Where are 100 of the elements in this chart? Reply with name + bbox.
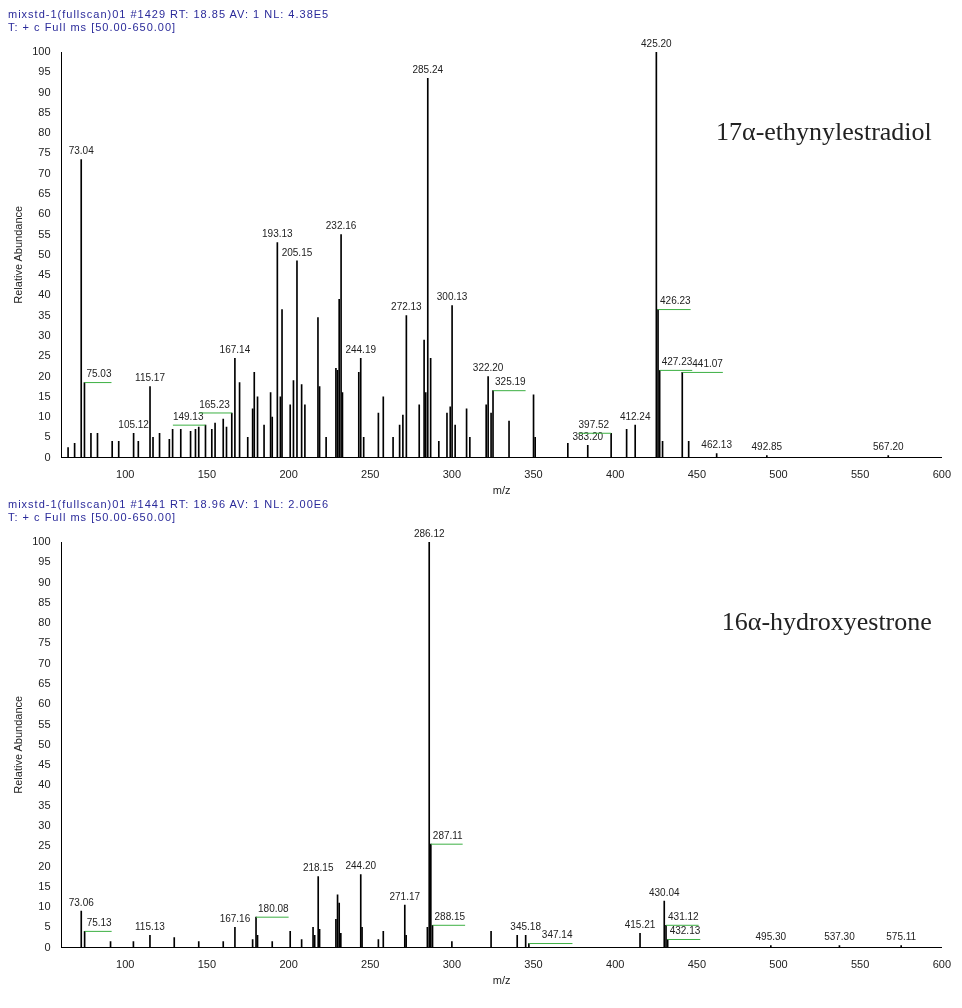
x-axis-title: m/z	[492, 484, 511, 497]
y-tick-label: 75	[38, 636, 51, 649]
x-tick-label: 450	[687, 958, 707, 971]
annotation: 537.30	[824, 931, 856, 943]
y-tick-label: 5	[44, 920, 51, 933]
annotation: 441.07	[692, 358, 724, 370]
y-tick-label: 25	[38, 349, 51, 362]
y-tick-label: 90	[38, 85, 51, 98]
annotation: 287.11	[432, 829, 464, 841]
annotation: 218.15	[302, 862, 334, 874]
y-tick-label: 45	[38, 268, 51, 281]
x-tick-label: 500	[769, 468, 788, 481]
annotation: 383.20	[572, 431, 604, 443]
annotation: 322.20	[472, 362, 504, 374]
annotation: 115.13	[135, 921, 166, 933]
annotation: 286.12	[413, 527, 445, 539]
y-tick-label: 10	[38, 900, 51, 913]
annotation: 115.17	[135, 372, 166, 384]
annotation: 73.06	[68, 896, 95, 908]
y-tick-label: 35	[38, 798, 51, 811]
x-tick-label: 600	[932, 468, 951, 481]
x-axis-title: m/z	[492, 974, 511, 987]
y-tick-label: 15	[38, 879, 51, 892]
annotation: 272.13	[391, 301, 423, 313]
y-tick-label: 80	[38, 616, 51, 629]
x-tick-label: 250	[361, 468, 380, 481]
annotation: 345.18	[510, 921, 542, 933]
y-tick-label: 55	[38, 717, 51, 730]
annotation: 492.85	[751, 441, 783, 453]
y-tick-label: 75	[38, 146, 51, 159]
y-tick-label: 60	[38, 207, 51, 220]
x-tick-label: 350	[524, 468, 543, 481]
y-tick-label: 60	[38, 697, 51, 710]
y-axis-title: Relative Abundance	[11, 205, 24, 304]
annotation: 426.23	[660, 295, 692, 307]
x-tick-label: 400	[606, 468, 625, 481]
x-tick-label: 200	[279, 468, 298, 481]
annotation: 271.17	[389, 890, 421, 902]
x-tick-label: 300	[442, 468, 462, 481]
x-tick-label: 550	[850, 958, 870, 971]
y-tick-label: 70	[38, 166, 51, 179]
y-tick-label: 50	[38, 247, 51, 260]
annotation: 16α-hydroxyestrone	[721, 606, 932, 636]
annotation: 244.19	[345, 343, 377, 355]
text: T: + c Full ms [50.00-650.00]	[8, 511, 178, 524]
annotation: 575.11	[886, 931, 917, 943]
annotation: 167.16	[219, 913, 251, 925]
y-tick-label: 65	[38, 186, 51, 199]
annotation: 165.23	[199, 398, 231, 410]
text: T: + c Full ms [50.00-650.00]	[8, 21, 178, 34]
x-tick-label: 450	[687, 468, 707, 481]
annotation: 149.13	[172, 410, 204, 422]
y-tick-label: 30	[38, 328, 51, 341]
annotation: 288.15	[434, 911, 466, 923]
annotation: 232.16	[325, 220, 357, 232]
annotation: 347.14	[541, 929, 573, 941]
annotation: 75.13	[86, 917, 113, 929]
y-tick-label: 95	[38, 555, 51, 568]
text: mixstd-1(fullscan)01 #1441 RT: 18.96 AV: 1 NL: 2.00E6	[8, 498, 331, 511]
annotation: 167.14	[219, 343, 251, 355]
x-tick-label: 500	[769, 958, 788, 971]
annotation: 412.24	[619, 410, 651, 422]
annotation: 285.24	[412, 64, 444, 76]
y-tick-label: 50	[38, 737, 51, 750]
annotation: 105.12	[118, 419, 150, 431]
annotation: 431.12	[668, 911, 700, 923]
x-tick-label: 550	[850, 468, 870, 481]
y-tick-label: 30	[38, 818, 51, 831]
annotation: 73.04	[68, 145, 95, 157]
x-tick-label: 150	[197, 468, 217, 481]
y-tick-label: 20	[38, 369, 51, 382]
y-tick-label: 15	[38, 389, 51, 402]
text: mixstd-1(fullscan)01 #1429 RT: 18.85 AV: 1 NL: 4.38E5	[8, 8, 331, 21]
x-tick-label: 250	[361, 958, 380, 971]
annotation: 397.52	[578, 419, 610, 431]
annotation: 300.13	[436, 291, 468, 303]
annotation: 432.13	[669, 925, 701, 937]
y-tick-label: 20	[38, 859, 51, 872]
y-tick-label: 10	[38, 410, 51, 423]
annotation: 205.15	[281, 246, 313, 258]
x-tick-label: 400	[606, 958, 625, 971]
y-tick-label: 55	[38, 227, 51, 240]
annotation: 430.04	[648, 886, 680, 898]
y-tick-label: 35	[38, 308, 51, 321]
y-tick-label: 40	[38, 288, 51, 301]
x-tick-label: 100	[116, 958, 135, 971]
x-tick-label: 350	[524, 958, 543, 971]
y-axis-title: Relative Abundance	[11, 695, 24, 794]
annotation: 75.03	[86, 368, 112, 380]
y-tick-label: 95	[38, 65, 51, 78]
y-tick-label: 100	[32, 535, 51, 548]
y-tick-label: 40	[38, 778, 51, 791]
annotation: 325.19	[495, 376, 527, 388]
y-tick-label: 5	[44, 430, 51, 443]
y-tick-label: 45	[38, 758, 51, 771]
x-tick-label: 300	[442, 958, 462, 971]
annotation: 193.13	[262, 228, 294, 240]
y-tick-label: 90	[38, 575, 51, 588]
x-tick-label: 150	[197, 958, 217, 971]
y-tick-label: 25	[38, 839, 51, 852]
